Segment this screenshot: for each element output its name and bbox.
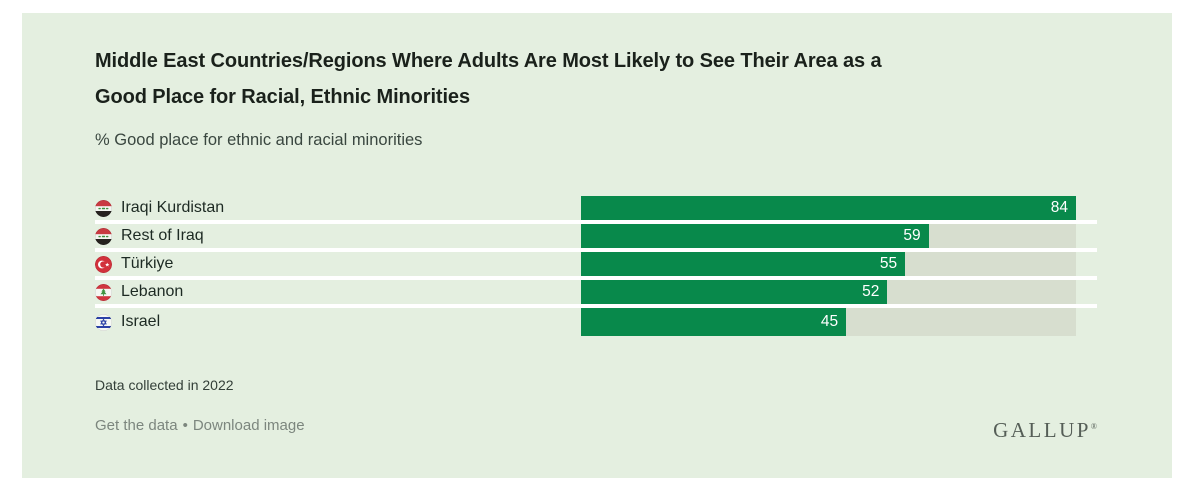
- bar-fill: 59: [581, 224, 929, 248]
- bar-cell: 55: [581, 252, 1097, 276]
- bar-cell: 84: [581, 196, 1097, 220]
- bar-track: 45: [581, 308, 1076, 336]
- row-label-cell: Lebanon: [95, 280, 581, 304]
- bar-cell: 59: [581, 224, 1097, 248]
- flag-israel-icon: [95, 313, 112, 331]
- row-label-cell: Iraqi Kurdistan: [95, 196, 581, 220]
- footer-row: Get the data • Download image GALLUP®: [95, 415, 1097, 442]
- bar-cell: 45: [581, 308, 1097, 336]
- bar-value-label: 52: [862, 283, 880, 300]
- chart-header: Middle East Countries/Regions Where Adul…: [95, 43, 1097, 150]
- chart-row: Israel 45: [95, 308, 1097, 336]
- bar-chart: Iraqi Kurdistan 84 Rest of Iraq 59: [95, 196, 1097, 336]
- gallup-logo-text: GALLUP: [993, 418, 1091, 442]
- get-the-data-link[interactable]: Get the data: [95, 417, 178, 434]
- flag-lebanon-icon: [95, 283, 112, 301]
- country-label: Rest of Iraq: [121, 227, 204, 244]
- country-label: Iraqi Kurdistan: [121, 199, 225, 216]
- bar-cell: 52: [581, 280, 1097, 304]
- bar-value-label: 45: [820, 313, 839, 330]
- row-label-cell: Rest of Iraq: [95, 224, 581, 248]
- download-image-link[interactable]: Download image: [192, 417, 305, 434]
- bar-value-label: 55: [879, 255, 898, 272]
- country-label: Lebanon: [121, 283, 184, 300]
- bar-track: 52: [581, 280, 1076, 304]
- registered-mark: ®: [1090, 422, 1097, 431]
- chart-row: Rest of Iraq 59: [95, 224, 1097, 252]
- chart-row: Lebanon 52: [95, 280, 1097, 308]
- gallup-logo[interactable]: GALLUP®: [993, 415, 1097, 442]
- bar-track: 59: [581, 224, 1076, 248]
- bar-fill: 45: [581, 308, 847, 336]
- chart-row: Iraqi Kurdistan 84: [95, 196, 1097, 224]
- row-label-cell: Israel: [95, 308, 581, 336]
- link-separator: •: [182, 417, 188, 434]
- bar-track: 55: [581, 252, 1076, 276]
- chart-subtitle: % Good place for ethnic and racial minor…: [95, 131, 423, 149]
- flag-turkiye-icon: [95, 255, 112, 273]
- country-label: Türkiye: [121, 255, 174, 272]
- bar-fill: 55: [581, 252, 906, 276]
- chart-card: Middle East Countries/Regions Where Adul…: [22, 13, 1172, 478]
- bar-track: 84: [581, 196, 1076, 220]
- footer-links: Get the data • Download image: [95, 415, 305, 437]
- bar-value-label: 84: [1050, 199, 1068, 216]
- chart-row: Türkiye 55: [95, 252, 1097, 280]
- flag-iraq-icon: [95, 227, 112, 245]
- page-title-line-2: Good Place for Racial, Ethnic Minorities: [95, 86, 470, 108]
- page-title-line-1: Middle East Countries/Regions Where Adul…: [95, 50, 882, 72]
- flag-iraq-icon: [95, 199, 112, 217]
- bar-value-label: 59: [903, 227, 921, 244]
- data-collected-note: Data collected in 2022: [95, 377, 234, 393]
- country-label: Israel: [121, 313, 161, 330]
- bar-fill: 52: [581, 280, 888, 304]
- bar-fill: 84: [581, 196, 1076, 220]
- row-label-cell: Türkiye: [95, 252, 581, 276]
